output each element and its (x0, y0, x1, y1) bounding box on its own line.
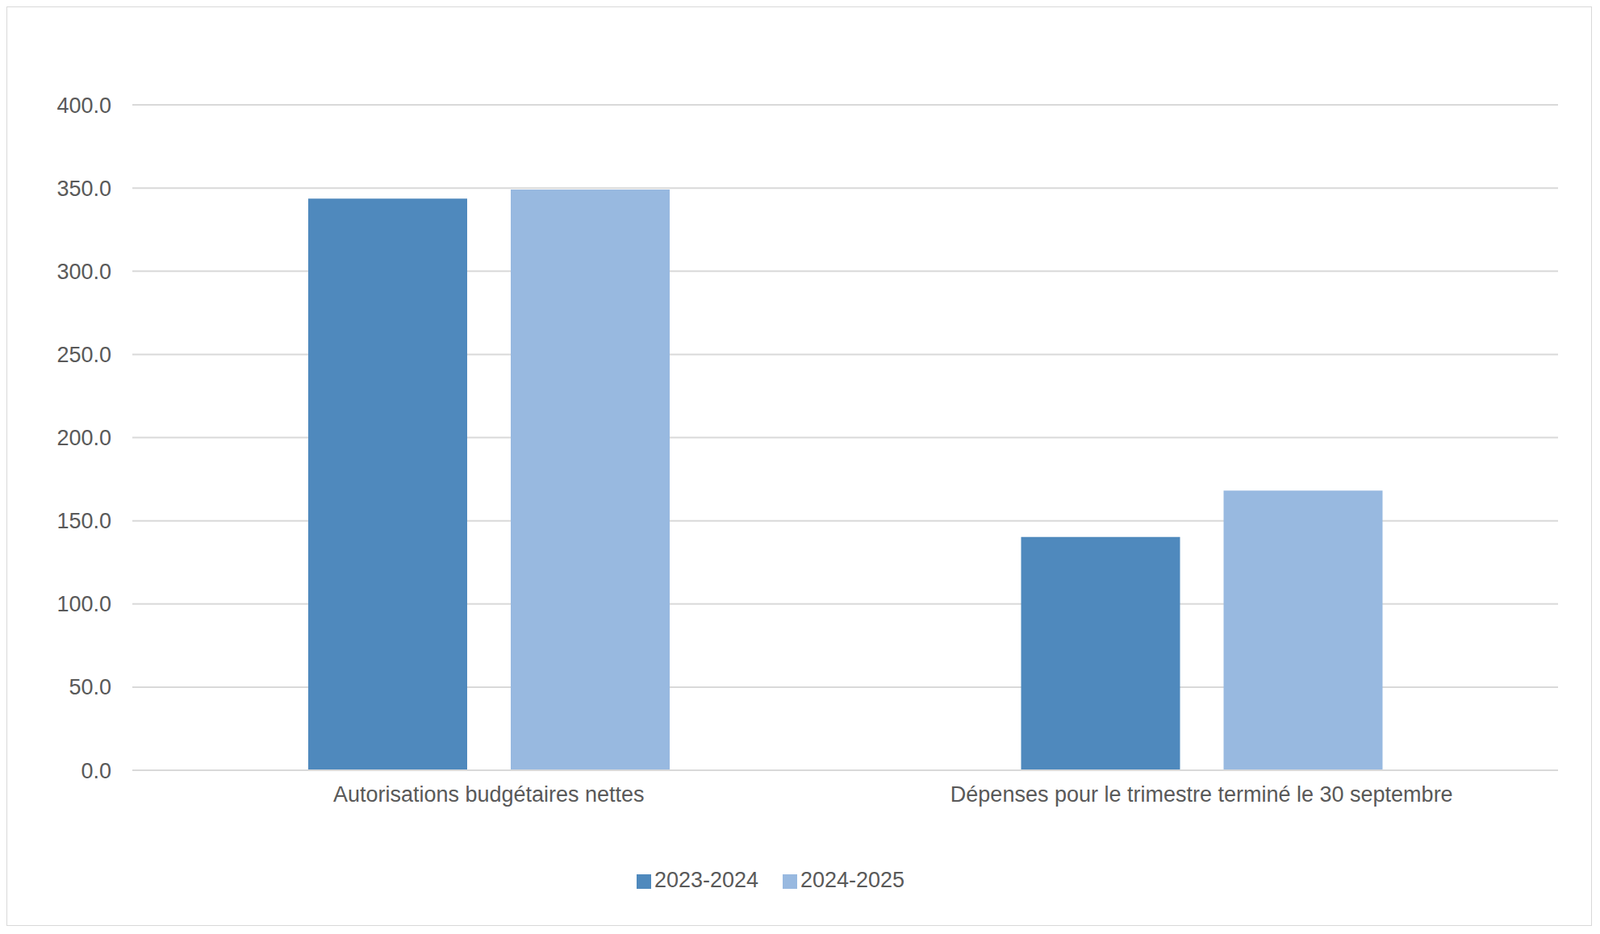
svg-text:400.0: 400.0 (56, 93, 112, 118)
html-text:2023-2024: 2023-2024 (654, 868, 759, 893)
svg-text:150.0: 150.0 (56, 509, 112, 534)
html-text:2024-2025: 2024-2025 (800, 868, 905, 893)
svg-text:200.0: 200.0 (56, 426, 112, 451)
svg-text:250.0: 250.0 (56, 342, 112, 368)
svg-text:0.0: 0.0 (80, 759, 112, 784)
svg-text:Dépenses pour le trimestre ter: Dépenses pour le trimestre terminé le 30… (950, 782, 1454, 807)
svg-text:350.0: 350.0 (56, 176, 112, 201)
svg-text:Autorisations budgétaires nett: Autorisations budgétaires nettes (333, 782, 645, 807)
svg-text:100.0: 100.0 (56, 592, 112, 617)
svg-text:300.0: 300.0 (56, 259, 112, 285)
svg-text:50.0: 50.0 (68, 675, 112, 700)
